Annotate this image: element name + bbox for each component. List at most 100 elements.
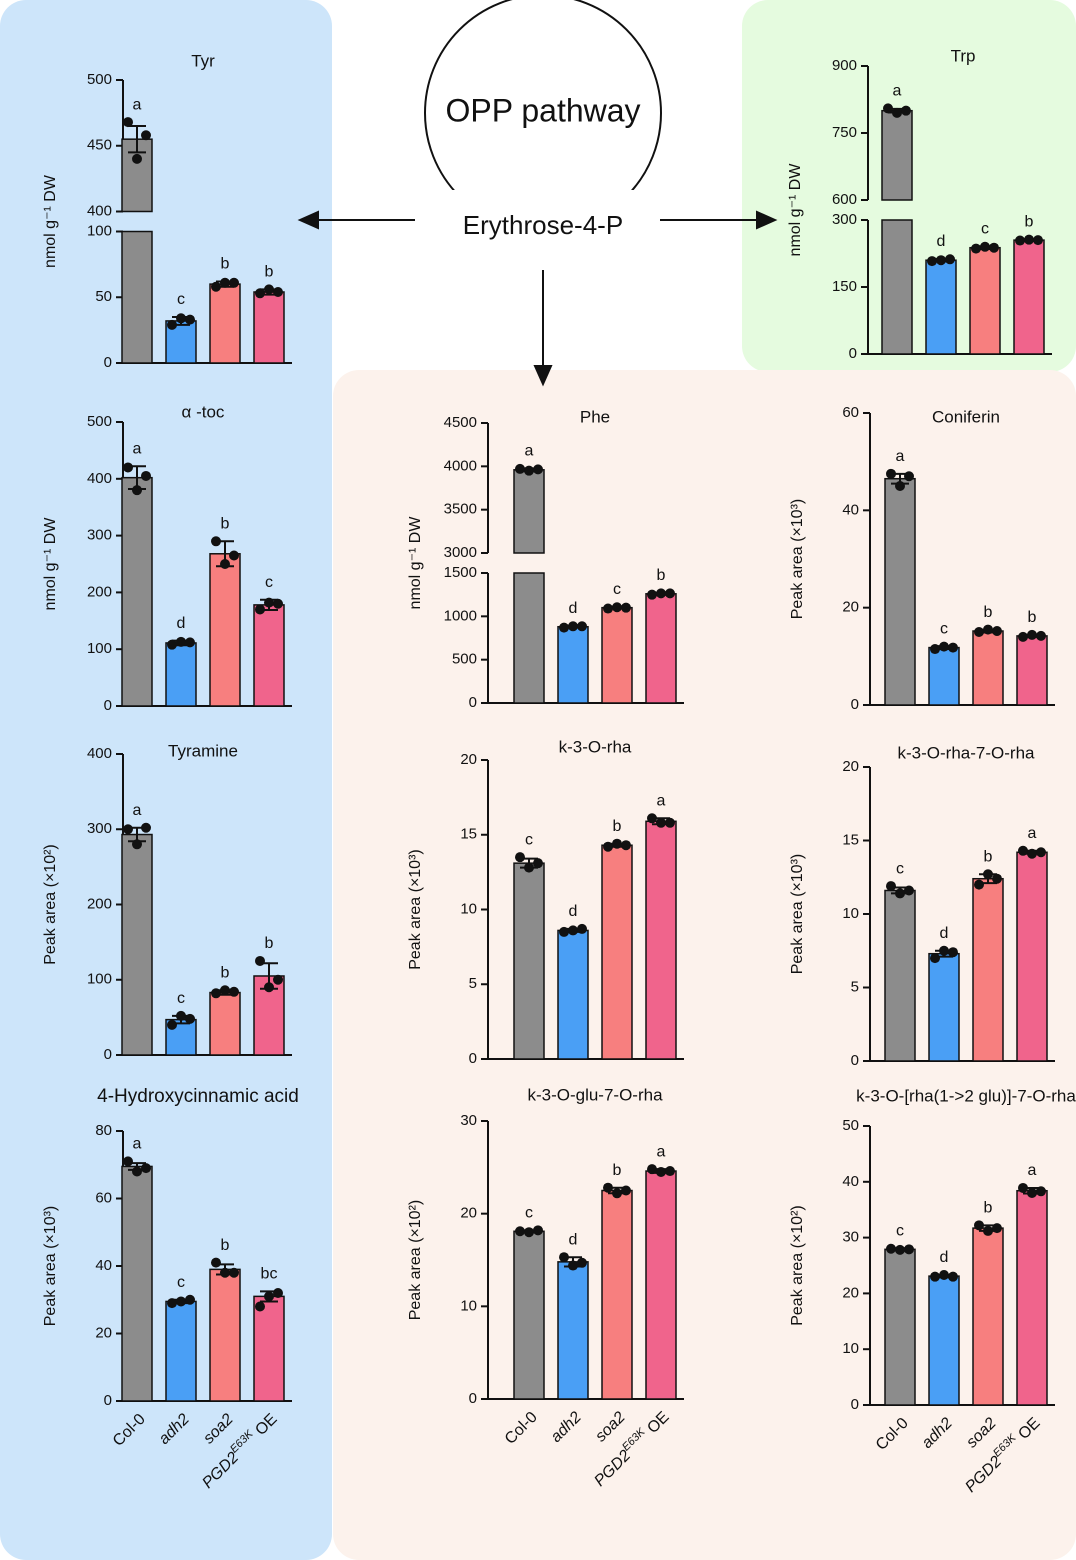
y-tick-label: 15 (842, 831, 859, 848)
y-tick-label: 500 (452, 651, 477, 668)
data-point (656, 817, 666, 828)
data-point (167, 319, 177, 330)
arrow-head (533, 365, 553, 387)
data-point (176, 1010, 186, 1021)
bar (513, 572, 545, 704)
y-tick-label: 50 (842, 1117, 859, 1134)
data-point (656, 1166, 666, 1177)
data-point (229, 986, 239, 997)
data-point (229, 1267, 239, 1278)
significance-letter: d (940, 1249, 949, 1266)
data-point (983, 624, 993, 635)
data-point (132, 1166, 142, 1177)
y-tick-label: 500 (87, 71, 112, 88)
significance-letter: b (221, 1237, 230, 1254)
data-point (577, 923, 587, 934)
data-point (568, 621, 578, 632)
y-tick-label: 5 (469, 975, 477, 992)
data-point (621, 1185, 631, 1196)
data-point (948, 1271, 958, 1282)
data-point (132, 839, 142, 850)
significance-letter: b (984, 849, 993, 866)
data-point (1027, 1187, 1037, 1198)
label-bg (440, 190, 646, 250)
significance-letter: b (613, 818, 622, 835)
data-point (886, 881, 896, 892)
bar (121, 476, 153, 707)
y-axis-label: Peak area (×10³) (789, 854, 806, 975)
data-point (992, 873, 1002, 884)
significance-letter: b (265, 264, 274, 281)
data-point (211, 281, 221, 292)
data-point (974, 879, 984, 890)
data-point (264, 597, 274, 608)
y-tick-label: 300 (832, 211, 857, 228)
bar (1016, 851, 1048, 1062)
data-point (123, 462, 133, 473)
y-tick-label: 200 (87, 895, 112, 912)
significance-letter: b (984, 604, 993, 621)
data-point (612, 838, 622, 849)
chart-title: k-3-O-rha-7-O-rha (898, 743, 1036, 762)
chart-title: Tyramine (168, 741, 238, 760)
bar (881, 219, 913, 355)
bar (645, 1170, 677, 1400)
y-tick-label: 60 (842, 404, 859, 421)
significance-letter: c (613, 581, 621, 598)
data-point (220, 277, 230, 288)
data-point (123, 117, 133, 128)
significance-letter: a (133, 96, 142, 113)
y-tick-label: 50 (95, 288, 112, 305)
data-point (132, 485, 142, 496)
y-tick-label: 10 (842, 905, 859, 922)
data-point (904, 885, 914, 896)
data-point (211, 988, 221, 999)
bar (645, 820, 677, 1060)
y-tick-label: 60 (95, 1189, 112, 1206)
significance-letter: b (1028, 609, 1037, 626)
significance-letter: a (525, 443, 534, 460)
y-axis-label: nmol g⁻¹ DW (42, 174, 59, 268)
data-point (892, 107, 902, 118)
bar (253, 1295, 285, 1402)
y-tick-label: 300 (87, 527, 112, 544)
bar (165, 1300, 197, 1402)
data-point (886, 468, 896, 479)
data-point (515, 852, 525, 863)
y-tick-label: 0 (104, 1392, 112, 1409)
data-point (185, 1013, 195, 1024)
data-point (264, 1291, 274, 1302)
y-tick-label: 80 (95, 1122, 112, 1139)
data-point (273, 598, 283, 609)
data-point (176, 636, 186, 647)
significance-letter: c (896, 1222, 904, 1239)
y-tick-label: 750 (832, 124, 857, 141)
significance-letter: c (177, 1274, 185, 1291)
data-point (1036, 847, 1046, 858)
data-point (939, 945, 949, 956)
y-axis-label: nmol g⁻¹ DW (407, 516, 424, 610)
y-tick-label: 4000 (444, 457, 477, 474)
bar (601, 844, 633, 1060)
bar (881, 109, 913, 201)
y-tick-label: 400 (87, 745, 112, 762)
significance-letter: b (221, 515, 230, 532)
data-point (255, 955, 265, 966)
data-point (1036, 1186, 1046, 1197)
data-point (167, 1298, 177, 1309)
data-point (568, 1260, 578, 1271)
data-point (141, 470, 151, 481)
chart-title: k-3-O-rha (559, 737, 632, 756)
chart-title: Trp (951, 46, 976, 65)
bar (884, 889, 916, 1062)
data-point (647, 1164, 657, 1175)
bar (884, 477, 916, 706)
bar (253, 291, 285, 364)
significance-letter: c (981, 221, 989, 238)
y-tick-label: 40 (95, 1257, 112, 1274)
significance-letter: b (265, 935, 274, 952)
bar (121, 833, 153, 1056)
significance-letter: c (525, 1205, 533, 1222)
data-point (1018, 631, 1028, 642)
data-point (524, 1227, 534, 1238)
